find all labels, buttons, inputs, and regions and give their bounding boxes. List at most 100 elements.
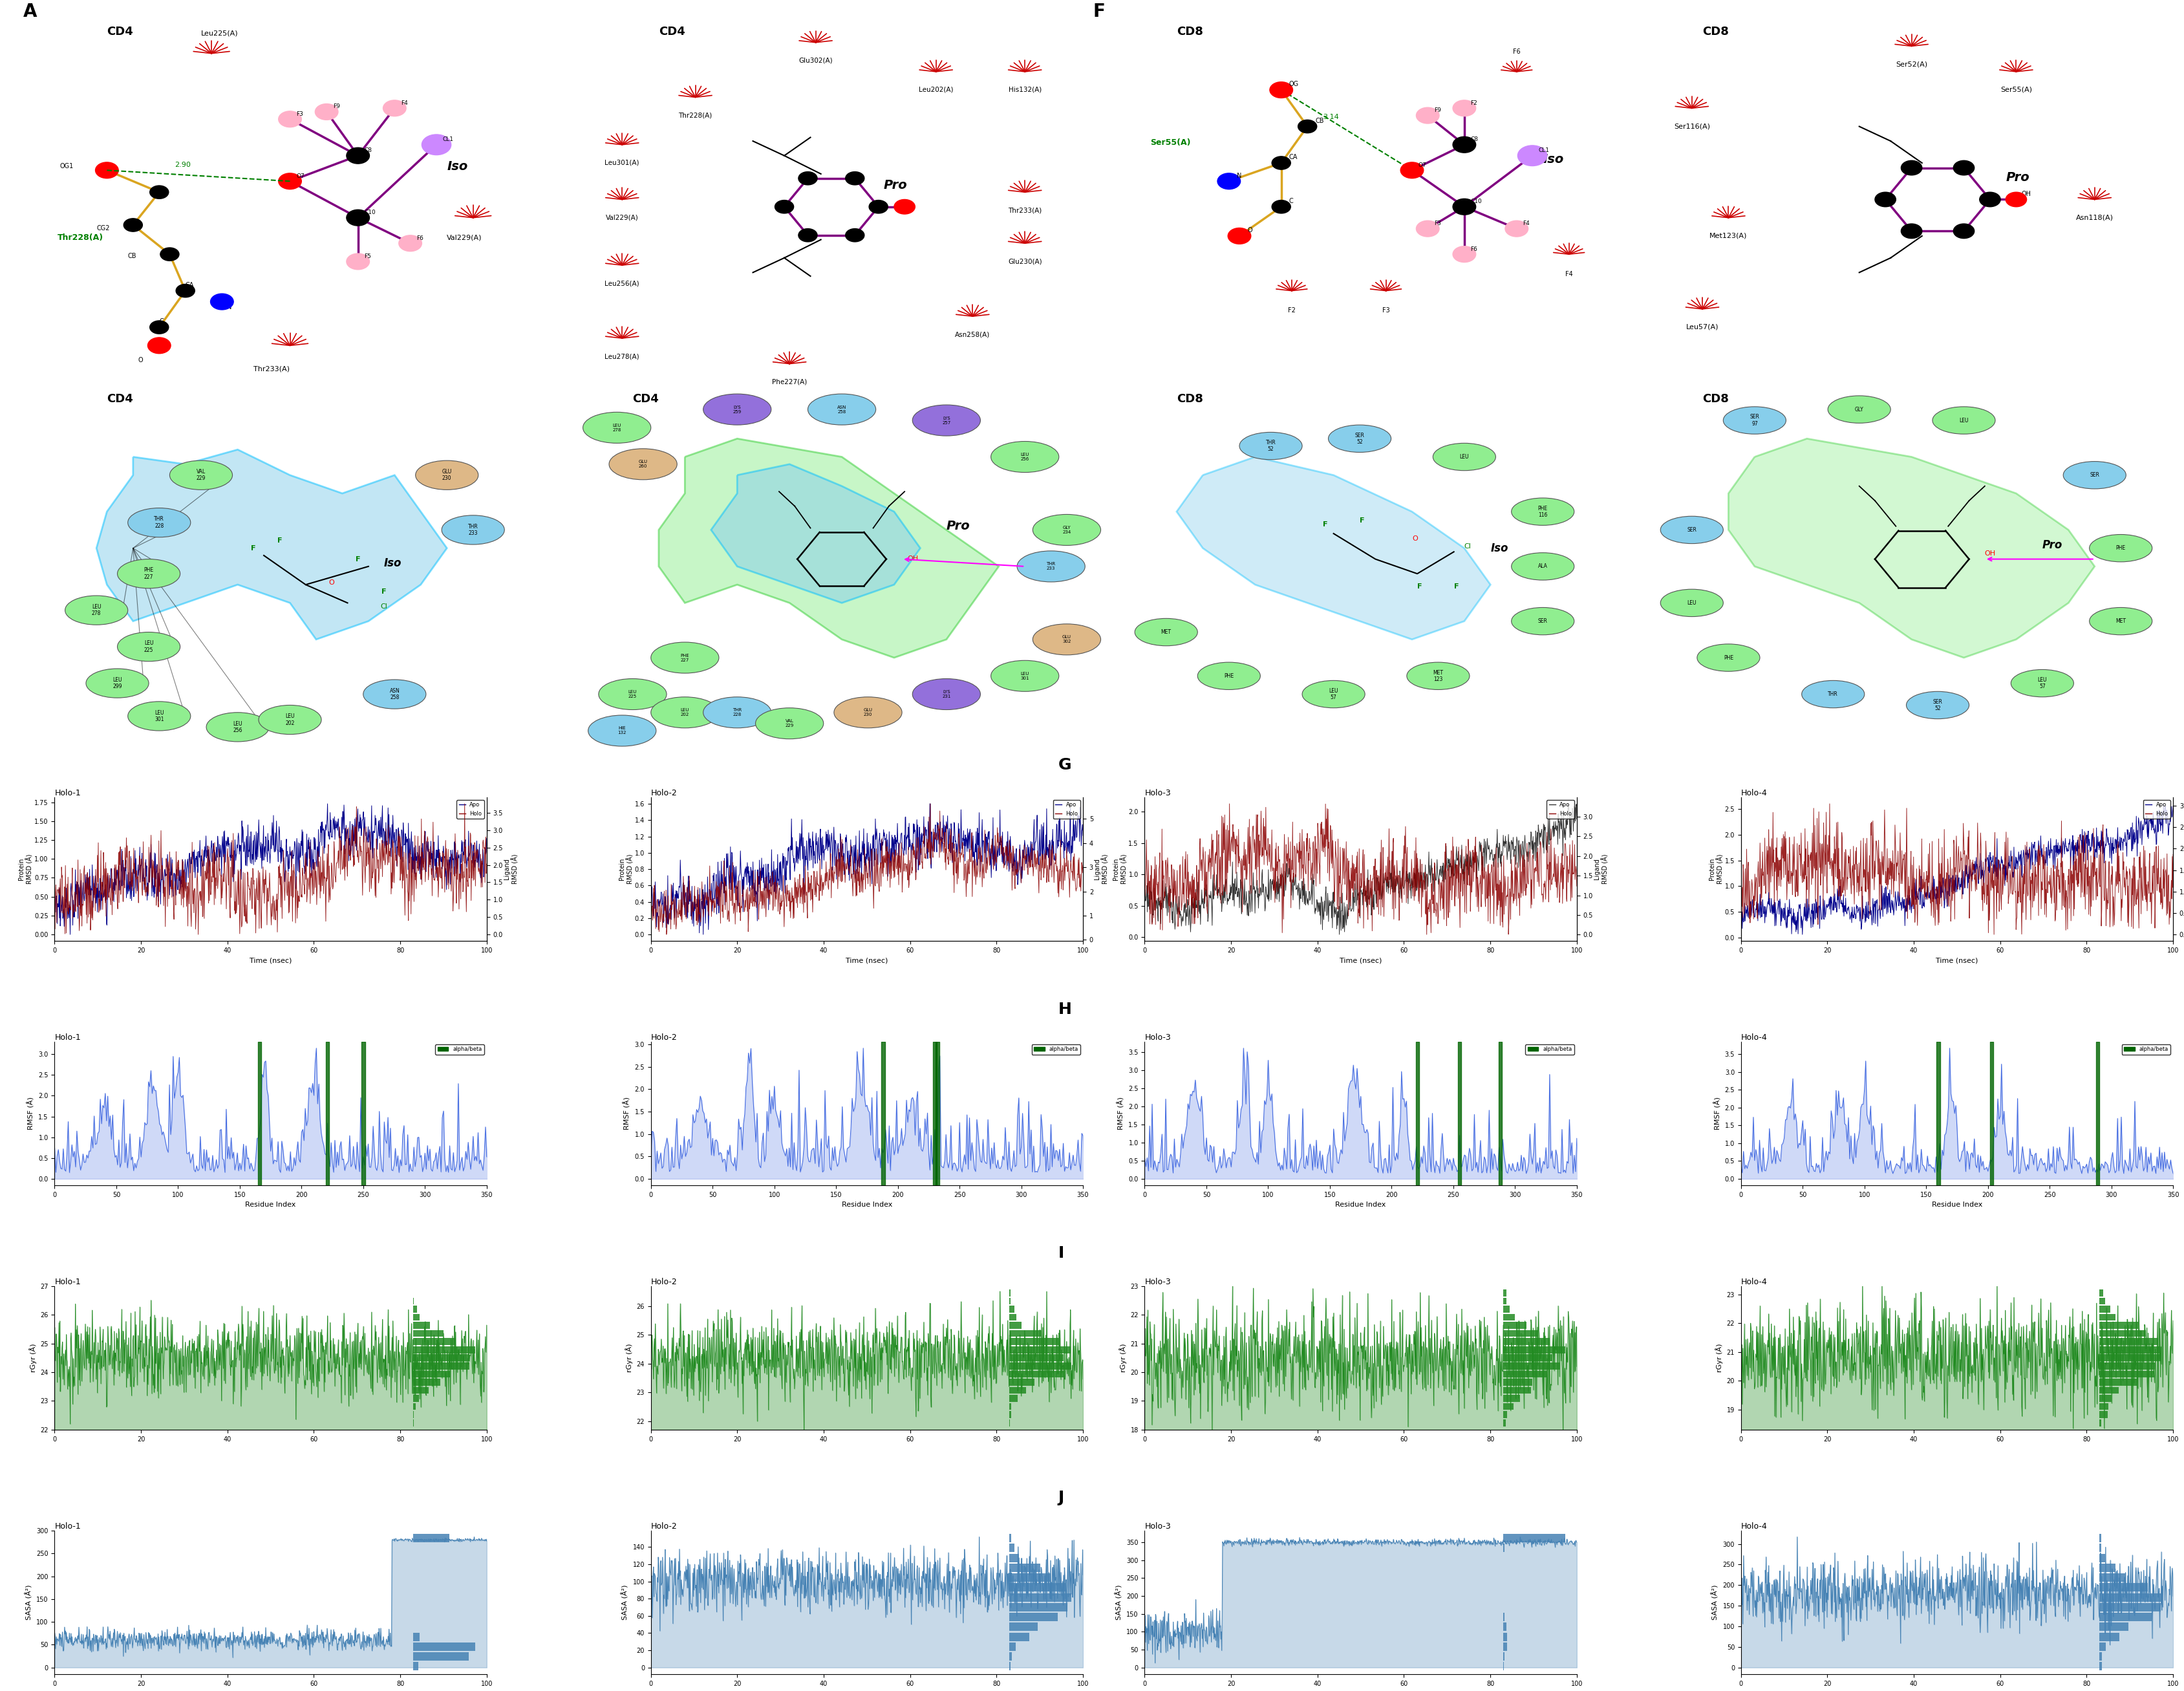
Apo (387, 834, 413, 854)
Apo (85, 881, 111, 901)
Text: Ser116(A): Ser116(A) (1673, 123, 1710, 130)
Text: ASN
258: ASN 258 (389, 688, 400, 700)
Holo (1476, 913, 1503, 933)
Text: F4: F4 (402, 100, 408, 107)
Apo (638, 889, 664, 910)
Y-axis label: Ligand
RMSD (Å): Ligand RMSD (Å) (1594, 854, 1610, 884)
Text: Holo-3: Holo-3 (1144, 788, 1171, 796)
Circle shape (314, 103, 339, 120)
Circle shape (1227, 228, 1251, 244)
Apo (57, 925, 83, 945)
Circle shape (1518, 145, 1546, 166)
Text: OH: OH (1985, 550, 1996, 556)
Line: Apo: Apo (1741, 803, 2173, 935)
Text: CD4: CD4 (107, 25, 133, 37)
Holo (387, 827, 413, 847)
Ellipse shape (205, 712, 269, 742)
Ellipse shape (913, 404, 981, 436)
Bar (325, 1042, 330, 1185)
Y-axis label: Protein
RMSD (Å): Protein RMSD (Å) (1112, 854, 1127, 884)
Y-axis label: rGyr (Å): rGyr (Å) (28, 1343, 37, 1371)
Text: F: F (1324, 521, 1328, 528)
Legend: Apo, Holo: Apo, Holo (1546, 800, 1575, 818)
Text: SER: SER (1686, 528, 1697, 533)
Apo (2073, 825, 2099, 846)
PathPatch shape (660, 438, 998, 658)
Text: CD4: CD4 (633, 392, 660, 404)
Holo (1428, 869, 1455, 889)
Circle shape (1415, 108, 1439, 123)
Text: CL1: CL1 (443, 137, 454, 142)
Apo (1470, 842, 1496, 862)
Text: Thr233(A): Thr233(A) (253, 365, 290, 372)
Holo (216, 900, 242, 920)
PathPatch shape (712, 463, 919, 604)
Legend: alpha/beta: alpha/beta (435, 1045, 485, 1055)
Text: Met123(A): Met123(A) (1710, 233, 1747, 238)
Text: F4: F4 (1522, 220, 1529, 227)
Text: Leu301(A): Leu301(A) (605, 159, 640, 166)
Text: SER
52: SER 52 (1354, 433, 1365, 445)
Ellipse shape (1033, 624, 1101, 654)
Circle shape (1952, 223, 1974, 238)
Text: O: O (138, 357, 144, 364)
Y-axis label: RMSF (Å): RMSF (Å) (28, 1097, 35, 1130)
Text: Holo-2: Holo-2 (651, 788, 677, 796)
Text: Iso: Iso (384, 558, 402, 568)
Text: GLU
302: GLU 302 (1061, 636, 1072, 644)
Ellipse shape (118, 560, 179, 588)
Text: CD8: CD8 (1701, 25, 1730, 37)
Apo (1131, 888, 1158, 908)
X-axis label: Residue Index: Residue Index (841, 1202, 893, 1207)
Holo (681, 886, 708, 906)
X-axis label: Time (nsec): Time (nsec) (249, 957, 293, 964)
Text: Iso: Iso (1489, 543, 1509, 555)
Ellipse shape (1018, 551, 1085, 582)
Y-axis label: rGyr (Å): rGyr (Å) (625, 1343, 633, 1371)
Text: F: F (277, 538, 282, 545)
Text: F9: F9 (332, 103, 341, 110)
Text: Ser55(A): Ser55(A) (1151, 139, 1190, 147)
Text: GLU
230: GLU 230 (441, 468, 452, 482)
Line: Apo: Apo (55, 803, 487, 935)
Text: Pro: Pro (2042, 539, 2062, 551)
Text: LEU
256: LEU 256 (234, 720, 242, 734)
Text: CD8: CD8 (1177, 392, 1203, 404)
Ellipse shape (992, 441, 1059, 472)
Ellipse shape (2090, 534, 2151, 561)
Apo (1564, 808, 1590, 829)
Holo (1306, 874, 1332, 895)
Circle shape (280, 172, 301, 189)
Circle shape (159, 247, 179, 260)
Holo (2160, 844, 2184, 864)
Text: GLU
260: GLU 260 (638, 460, 649, 468)
Circle shape (1271, 156, 1291, 169)
Circle shape (1452, 137, 1476, 152)
Y-axis label: Protein
RMSD (Å): Protein RMSD (Å) (17, 854, 33, 884)
Holo (1918, 895, 1944, 915)
Circle shape (347, 147, 369, 164)
Text: Pro: Pro (885, 179, 906, 191)
Holo (1216, 793, 1243, 813)
Bar (1937, 1042, 1939, 1185)
Apo (690, 925, 716, 945)
Text: LEU
299: LEU 299 (114, 676, 122, 690)
Text: G: G (1059, 758, 1072, 773)
Apo (380, 837, 406, 857)
Text: CD4: CD4 (660, 25, 686, 37)
Apo (1326, 925, 1352, 945)
Text: PHE: PHE (1223, 673, 1234, 678)
X-axis label: Residue Index: Residue Index (1931, 1202, 1983, 1207)
Circle shape (1874, 193, 1896, 206)
Text: Holo-1: Holo-1 (55, 1522, 81, 1530)
Apo (314, 793, 341, 813)
Ellipse shape (441, 516, 505, 545)
X-axis label: Time (nsec): Time (nsec) (1339, 957, 1382, 964)
Apo (1175, 915, 1201, 935)
Apo (216, 847, 242, 867)
Circle shape (845, 172, 865, 184)
Holo (41, 883, 68, 903)
Ellipse shape (1660, 516, 1723, 543)
Holo (452, 793, 478, 813)
Ellipse shape (1328, 424, 1391, 451)
